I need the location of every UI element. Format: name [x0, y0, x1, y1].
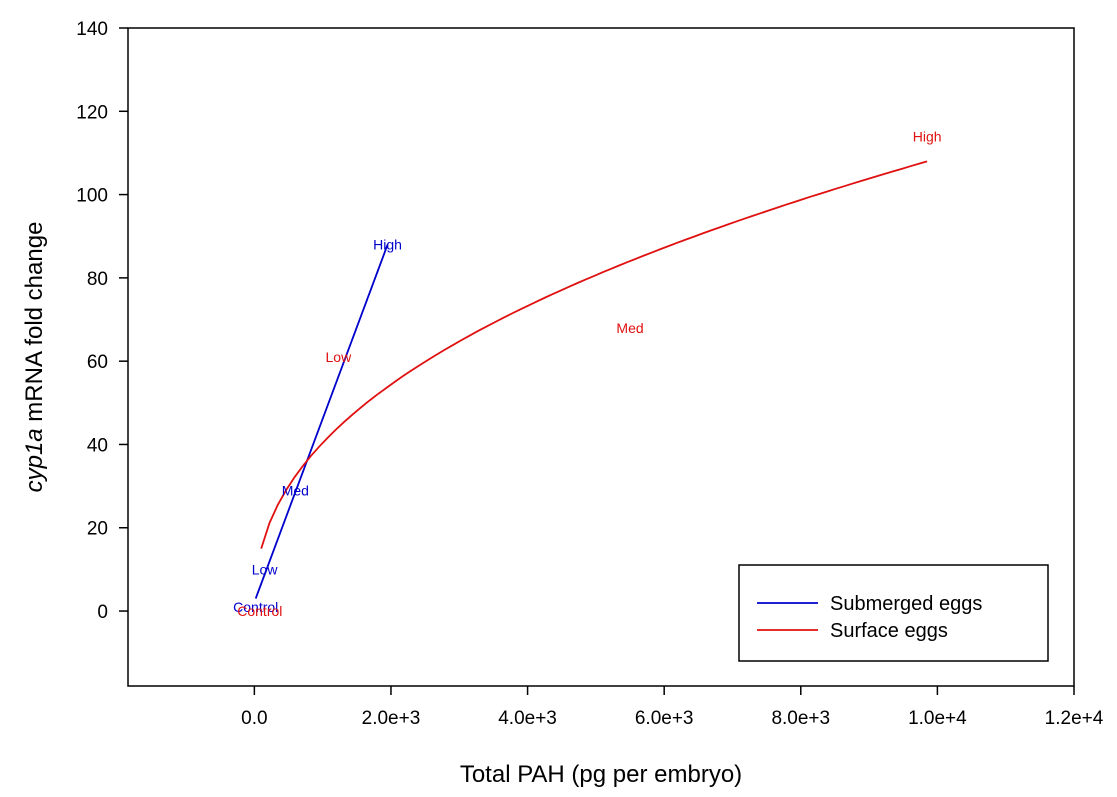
- y-axis-title-italic: cyp1a: [21, 428, 48, 492]
- x-tick-label: 2.0e+3: [362, 708, 421, 729]
- x-tick-label: 6.0e+3: [635, 708, 694, 729]
- legend-label-submerged: Submerged eggs: [830, 593, 982, 615]
- legend-box: [738, 564, 1049, 662]
- y-tick-label: 80: [87, 269, 108, 290]
- legend: Submerged eggs Surface eggs: [738, 564, 1049, 662]
- legend-label-surface: Surface eggs: [830, 620, 948, 642]
- y-axis-title: cyp1a mRNA fold change: [21, 222, 48, 493]
- y-tick-label: 120: [76, 102, 108, 123]
- point-label-1-high: High: [913, 128, 942, 144]
- point-label-1-low: Low: [326, 349, 353, 365]
- point-label-1-med: Med: [616, 320, 643, 336]
- series-line-0: [254, 244, 389, 599]
- y-tick-label: 140: [76, 19, 108, 40]
- series-layer: [254, 160, 928, 599]
- y-axis-title-rest: mRNA fold change: [21, 222, 48, 429]
- series-line-1: [260, 160, 928, 549]
- x-tick-label: 0.0: [241, 708, 267, 729]
- x-axis: 0.0 2.0e+3 4.0e+3 6.0e+3 8.0e+3 1.0e+4 1.2e+4: [241, 686, 1104, 729]
- point-labels: Control Low Med High Control Low Med High: [233, 128, 941, 619]
- y-tick-label: 20: [87, 519, 108, 540]
- y-tick-label: 100: [76, 186, 108, 207]
- point-label-1-control: Control: [237, 603, 282, 619]
- x-tick-label: 1.2e+4: [1045, 708, 1104, 729]
- point-label-0-low: Low: [252, 561, 279, 577]
- y-tick-label: 40: [87, 435, 108, 456]
- y-axis: 0 20 40 60 80 100 120 140: [76, 19, 128, 623]
- plot-frame: [127, 27, 1075, 687]
- y-tick-label: 0: [97, 602, 108, 623]
- y-tick-label: 60: [87, 352, 108, 373]
- point-label-0-high: High: [373, 237, 402, 253]
- x-axis-title: Total PAH (pg per embryo): [460, 761, 742, 788]
- point-label-0-control: Control: [233, 599, 278, 615]
- x-tick-label: 4.0e+3: [498, 708, 557, 729]
- x-tick-label: 1.0e+4: [908, 708, 967, 729]
- x-tick-label: 8.0e+3: [771, 708, 830, 729]
- point-label-0-med: Med: [282, 482, 309, 498]
